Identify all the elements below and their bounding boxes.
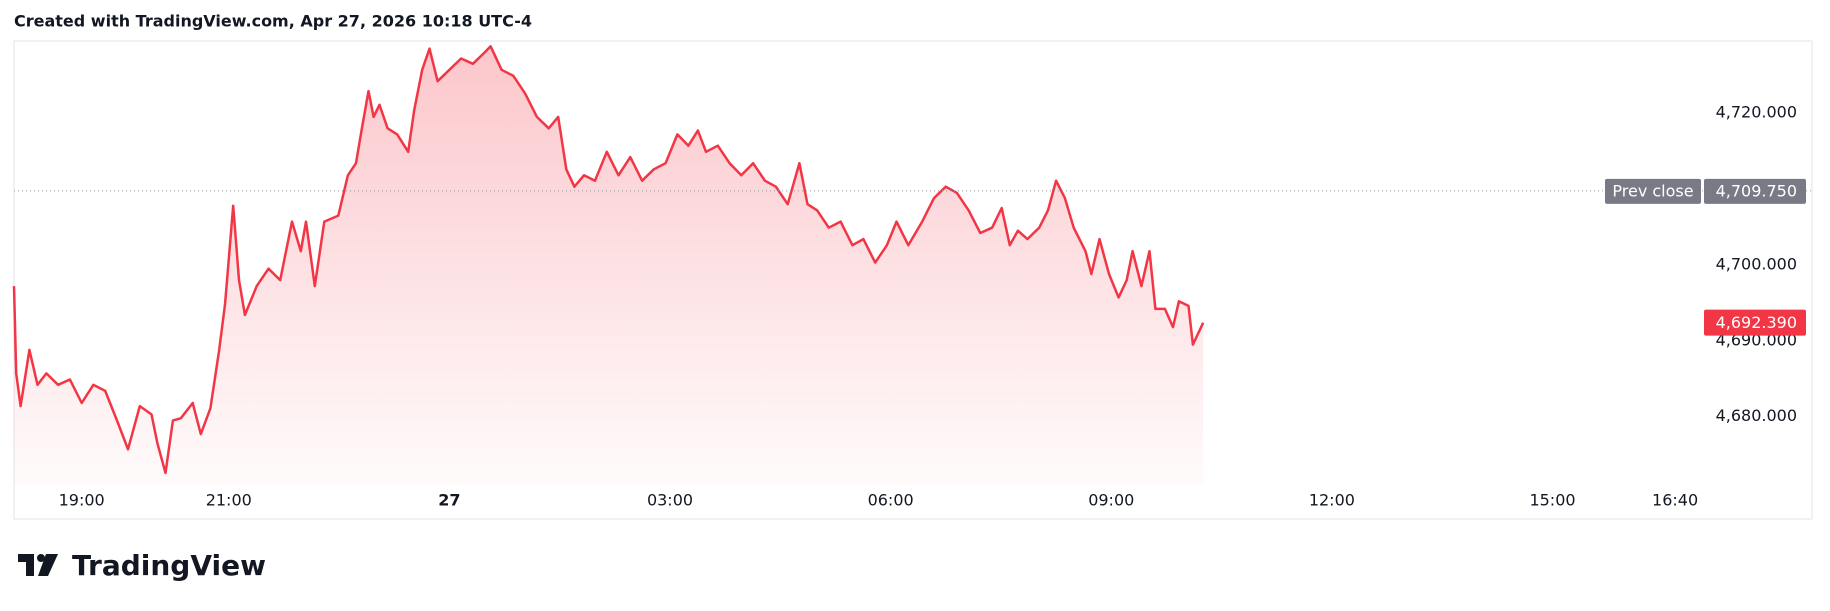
prev-close-tag [1605,178,1701,204]
area-fill [14,46,1204,486]
prev-close-value-tag [1704,178,1806,204]
y-tick-label: 4,680.000 [1716,406,1797,425]
x-tick-label: 06:00 [868,491,914,510]
last-price-value: 4,692.390 [1716,313,1797,332]
prev-close-value: 4,709.750 [1716,181,1797,200]
x-tick-label: 12:00 [1309,491,1355,510]
x-tick-label: 09:00 [1088,491,1134,510]
x-tick-label: 15:00 [1529,491,1575,510]
last-price-tag [1704,309,1806,336]
y-tick-label: 4,700.000 [1716,254,1797,273]
prev-close-label: Prev close [1612,181,1693,200]
y-tick-label: 4,720.000 [1716,103,1797,122]
x-tick-label: 27 [438,491,460,510]
brand-logo [18,554,58,576]
price-line [12,45,1205,475]
header: Created with TradingView.com, Apr 27, 20… [14,12,532,31]
plot: 4,680.0004,690.0004,700.0004,720.00019:0… [12,45,1812,510]
x-tick-label: 19:00 [59,491,105,510]
x-tick-label: 21:00 [206,491,252,510]
chart-frame [13,40,1813,520]
brand: TradingView [72,549,266,582]
x-tick-label: 03:00 [647,491,693,510]
x-tick-label: 16:40 [1652,491,1698,510]
